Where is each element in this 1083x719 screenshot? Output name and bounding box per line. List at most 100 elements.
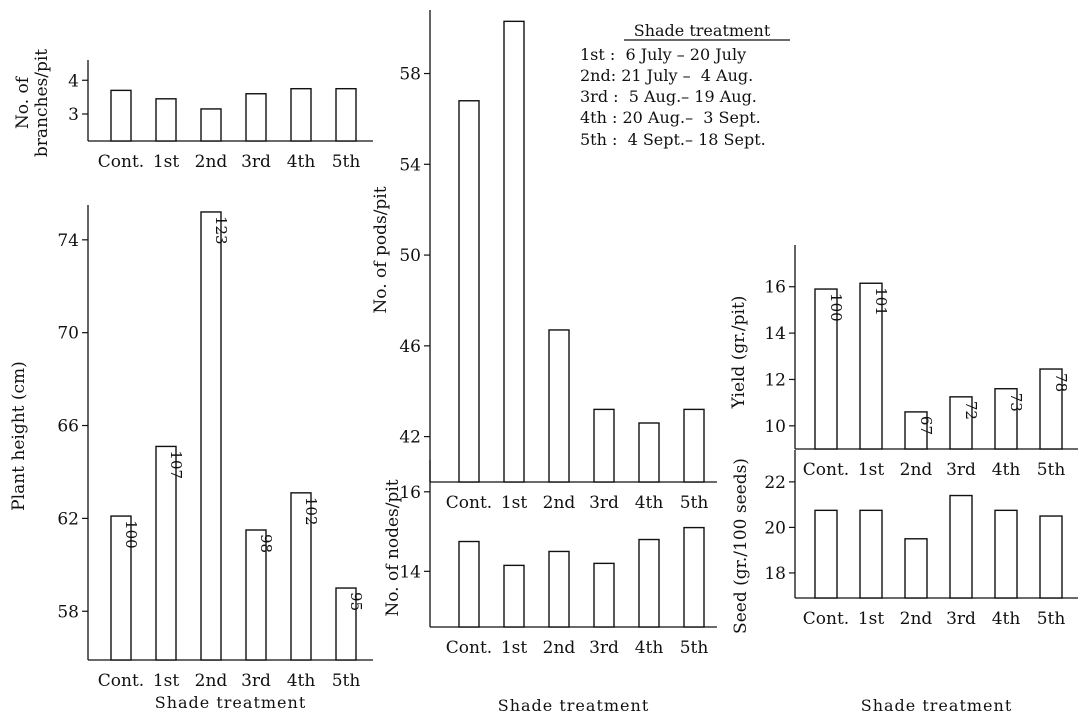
- legend-item-5th: 5th : 4 Sept.– 18 Sept.: [580, 130, 766, 149]
- yield-ytick-label-0: 10: [764, 417, 786, 437]
- nodes-xlabel: Shade treatment: [498, 696, 650, 715]
- yield-ytick-label-2: 14: [764, 324, 786, 344]
- seed-category-label-0: Cont.: [803, 609, 849, 629]
- pods-bar-4: [638, 422, 660, 483]
- branches-bar-2: [200, 108, 222, 142]
- plant-height-category-label-5: 5th: [332, 671, 361, 691]
- pods-ytick-label-4: 58: [399, 65, 421, 85]
- yield-bar-1: [859, 282, 883, 450]
- nodes-bar-3: [593, 562, 615, 628]
- yield-bar-4: [994, 388, 1018, 450]
- chart-branches: 3 4 Cont. 1st 2nd 3rd 4th 5th No. of branches/pit: [13, 49, 373, 172]
- yield-data-label-2: 67: [917, 416, 935, 435]
- plant-height-ylabel: Plant height (cm): [9, 361, 29, 511]
- seed-bar-0: [814, 509, 838, 599]
- pods-ytick-label-1: 46: [399, 337, 421, 357]
- yield-bar-5: [1039, 368, 1063, 450]
- nodes-bar-0: [458, 540, 480, 628]
- nodes-category-label-0: Cont.: [446, 638, 492, 658]
- plant-height-bar-3: [245, 529, 267, 661]
- plant-height-bar-2: [200, 211, 222, 661]
- legend-item-2nd: 2nd: 21 July – 4 Aug.: [580, 66, 753, 85]
- yield-data-label-0: 100: [827, 293, 845, 322]
- plant-height-ytick-label-0: 58: [57, 602, 79, 622]
- plant-height-category-label-1: 1st: [153, 671, 180, 691]
- nodes-category-label-2: 2nd: [543, 638, 576, 658]
- plant-height-bar-0: [110, 515, 132, 661]
- seed-ytick-label-2: 22: [764, 473, 786, 493]
- nodes-category-label-1: 1st: [501, 638, 528, 658]
- yield-category-label-5: 5th: [1037, 460, 1066, 480]
- yield-category-label-2: 2nd: [900, 460, 933, 480]
- legend-item-4th: 4th : 20 Aug.– 3 Sept.: [580, 108, 761, 127]
- yield-category-label-0: Cont.: [803, 460, 849, 480]
- plant-height-ytick-label-2: 66: [57, 417, 79, 437]
- chart-yield: 10 12 14 16 Cont. 100 1st 101 2nd 67 3rd 72 4th 73 5th…: [729, 245, 1078, 480]
- seed-bar-2: [904, 538, 928, 599]
- pods-ytick-label-3: 54: [399, 155, 421, 175]
- seed-category-label-3: 3rd: [946, 609, 976, 629]
- plant-height-ytick-label-1: 62: [57, 509, 79, 529]
- branches-category-label-5: 5th: [332, 152, 361, 172]
- pods-bar-3: [593, 408, 615, 483]
- branches-category-label-0: Cont.: [98, 152, 144, 172]
- seed-bar-5: [1039, 515, 1063, 599]
- plant-height-bar-1: [155, 445, 177, 661]
- branches-bar-3: [245, 93, 267, 142]
- plant-height-data-label-3: 98: [257, 534, 275, 553]
- branches-category-label-3: 3rd: [241, 152, 271, 172]
- yield-data-label-5: 78: [1052, 373, 1070, 392]
- nodes-ytick-label-1: 16: [399, 483, 421, 503]
- yield-ytick-label-1: 12: [764, 370, 786, 390]
- yield-data-label-3: 72: [962, 401, 980, 420]
- pods-bar-5: [683, 408, 705, 483]
- legend-item-3rd: 3rd : 5 Aug.– 19 Aug.: [580, 87, 757, 106]
- plant-height-data-label-1: 107: [167, 450, 185, 479]
- yield-category-label-4: 4th: [992, 460, 1021, 480]
- pods-bar-2: [548, 329, 570, 483]
- nodes-bar-2: [548, 550, 570, 628]
- yield-bar-0: [814, 288, 838, 450]
- chart-plant-height: 58 62 66 70 74 Cont. 100 1st 107 2nd 123 3rd 98 4th 10…: [9, 205, 373, 712]
- yield-category-label-1: 1st: [858, 460, 885, 480]
- branches-bar-5: [335, 87, 357, 142]
- plant-height-bar-4: [290, 492, 312, 661]
- pods-category-label-3: 3rd: [589, 493, 619, 513]
- chart-seed: 18 20 22 Cont. 1st 2nd 3rd 4th 5th Seed (gr./100 …: [731, 450, 1078, 715]
- pods-category-label-0: Cont.: [446, 493, 492, 513]
- plant-height-data-label-4: 102: [302, 497, 320, 526]
- yield-data-label-4: 73: [1007, 393, 1025, 412]
- plant-height-data-label-5: 95: [347, 592, 365, 611]
- branches-bar-1: [155, 98, 177, 142]
- plant-height-category-label-3: 3rd: [241, 671, 271, 691]
- plant-height-ytick-label-3: 70: [57, 324, 79, 344]
- pods-ytick-label-2: 50: [399, 246, 421, 266]
- nodes-category-label-4: 4th: [635, 638, 664, 658]
- seed-xlabel: Shade treatment: [861, 696, 1013, 715]
- yield-ytick-label-3: 16: [764, 278, 786, 298]
- shade-treatment-legend: Shade treatment 1st : 6 July – 20 July 2…: [580, 21, 790, 149]
- nodes-ylabel: No. of nodes/pit: [383, 479, 403, 616]
- yield-category-label-3: 3rd: [946, 460, 976, 480]
- pods-category-label-4: 4th: [635, 493, 664, 513]
- pods-ylabel: No. of pods/pit: [371, 186, 391, 313]
- seed-bar-3: [949, 494, 973, 599]
- plant-height-xlabel: Shade treatment: [155, 693, 307, 712]
- seed-ytick-label-1: 20: [764, 518, 786, 538]
- plant-height-category-label-0: Cont.: [98, 671, 144, 691]
- branches-category-label-4: 4th: [287, 152, 316, 172]
- branches-bar-0: [110, 89, 132, 142]
- yield-bar-2: [904, 411, 928, 450]
- seed-category-label-5: 5th: [1037, 609, 1066, 629]
- branches-ytick-label-1: 4: [68, 71, 79, 91]
- plant-height-category-label-4: 4th: [287, 671, 316, 691]
- branches-bar-4: [290, 87, 312, 142]
- yield-ylabel: Yield (gr./pit): [729, 296, 749, 410]
- pods-bar-0: [458, 100, 480, 483]
- branches-ylabel-line-1: branches/pit: [32, 49, 52, 157]
- nodes-category-label-3: 3rd: [589, 638, 619, 658]
- seed-category-label-2: 2nd: [900, 609, 933, 629]
- nodes-bar-5: [683, 526, 705, 628]
- branches-ylabel-line-0: No. of: [13, 75, 33, 129]
